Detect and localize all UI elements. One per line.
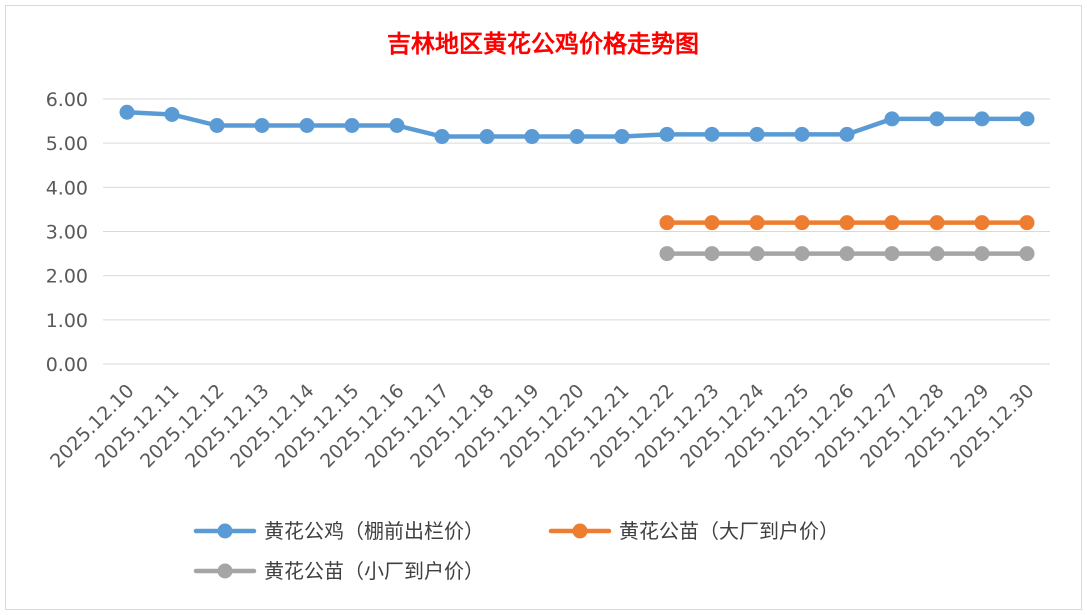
y-tick-label: 1.00 (46, 310, 88, 332)
data-point (209, 118, 225, 133)
data-point (704, 246, 720, 262)
data-point (704, 126, 720, 142)
data-point (119, 104, 135, 120)
data-point (884, 111, 900, 127)
data-point (164, 106, 180, 122)
y-tick-label: 4.00 (46, 177, 88, 199)
data-point (929, 246, 945, 262)
data-point (839, 215, 855, 231)
data-point (389, 118, 405, 133)
data-point (1019, 215, 1035, 231)
data-point (794, 215, 810, 231)
data-point (659, 246, 675, 262)
data-point (614, 129, 630, 145)
data-point (299, 118, 315, 133)
legend-item: 黄花公苗（小厂到户价） (193, 559, 484, 583)
legend-swatch-marker (217, 563, 233, 579)
data-point (659, 126, 675, 142)
data-point (839, 126, 855, 142)
data-point (974, 215, 990, 231)
legend-item: 黄花公苗（大厂到户价） (548, 519, 839, 543)
data-point (929, 215, 945, 231)
data-point (254, 118, 270, 133)
chart-border (5, 5, 1082, 610)
data-point (884, 215, 900, 231)
data-point (749, 215, 765, 231)
data-point (1019, 111, 1035, 127)
series-1 (119, 104, 1035, 145)
legend-label: 黄花公苗（小厂到户价） (264, 559, 484, 583)
data-point (974, 246, 990, 262)
data-point (569, 129, 585, 145)
legend-item: 黄花公鸡（棚前出栏价） (193, 519, 484, 543)
data-point (479, 129, 495, 145)
data-point (704, 215, 720, 231)
y-tick-label: 6.00 (46, 89, 88, 111)
data-point (794, 126, 810, 142)
data-point (659, 215, 675, 231)
y-tick-label: 3.00 (46, 222, 88, 244)
data-point (929, 111, 945, 127)
data-point (794, 246, 810, 262)
data-point (524, 129, 540, 145)
legend-label: 黄花公鸡（棚前出栏价） (264, 519, 484, 543)
data-point (974, 111, 990, 127)
y-tick-label: 5.00 (46, 133, 88, 155)
series-2 (659, 215, 1035, 231)
data-point (1019, 246, 1035, 262)
legend-swatch-marker (217, 523, 233, 539)
data-point (884, 246, 900, 262)
data-point (344, 118, 360, 133)
legend: 黄花公鸡（棚前出栏价） 黄花公苗（大厂到户价） 黄花公苗（小厂到户价） (193, 519, 839, 583)
data-point (749, 126, 765, 142)
legend-label: 黄花公苗（大厂到户价） (619, 519, 839, 543)
y-tick-label: 2.00 (46, 266, 88, 288)
y-axis: 0.00 1.00 2.00 3.00 4.00 5.00 6.00 (46, 89, 88, 376)
series-3 (659, 246, 1035, 262)
chart-title: 吉林地区黄花公鸡价格走势图 (387, 30, 699, 58)
data-point (749, 246, 765, 262)
data-point (434, 129, 450, 145)
series-layer (119, 104, 1035, 262)
data-point (839, 246, 855, 262)
y-tick-label: 0.00 (46, 354, 88, 376)
legend-swatch-marker (572, 523, 588, 539)
